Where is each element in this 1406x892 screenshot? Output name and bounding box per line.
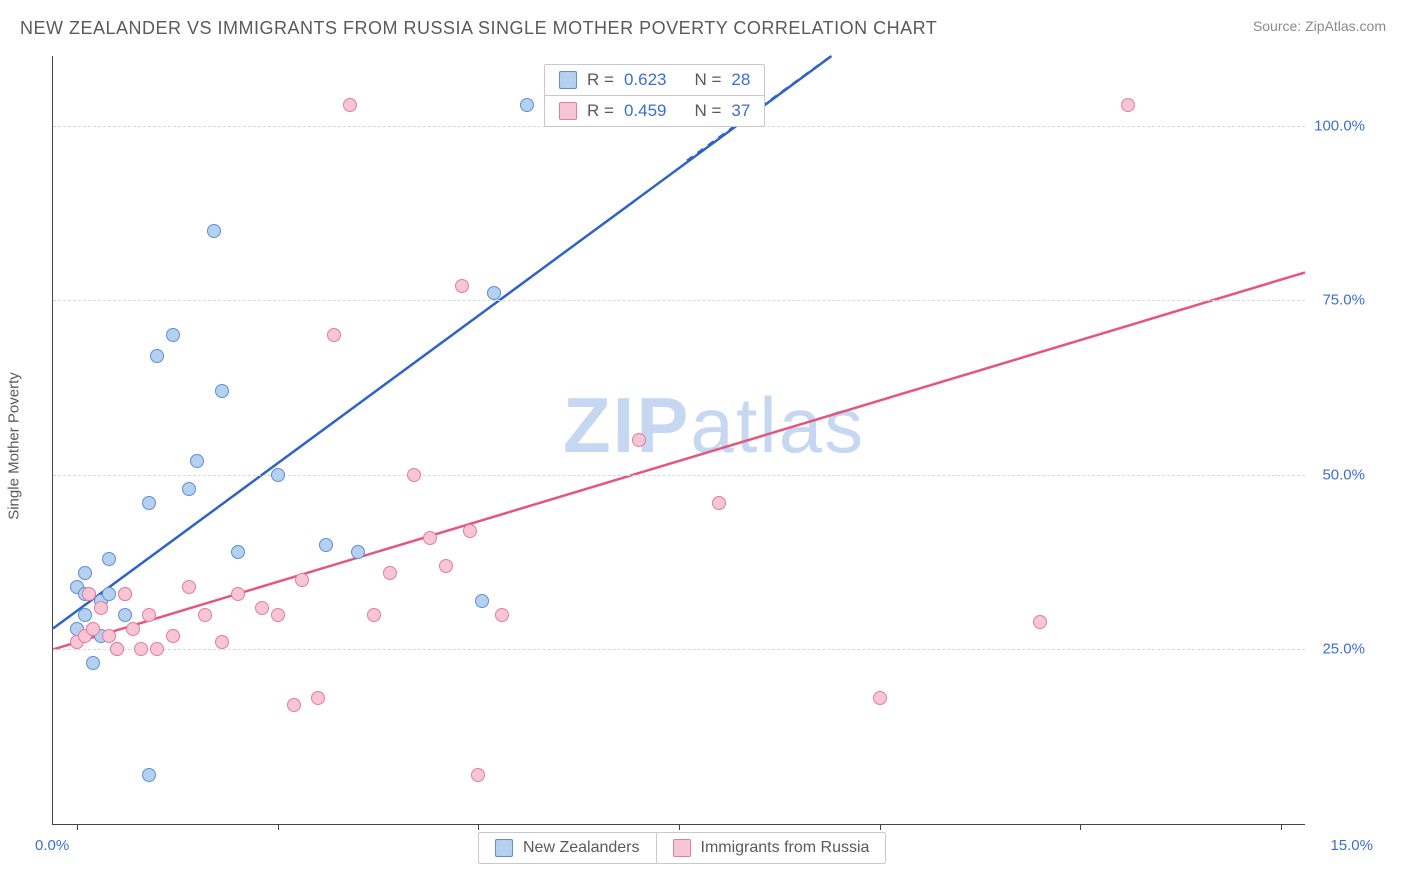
- gridline: [53, 475, 1305, 476]
- data-point-ru: [94, 601, 108, 615]
- data-point-ru: [311, 691, 325, 705]
- data-point-ru: [255, 601, 269, 615]
- chart-plot-area: ZIPatlas 25.0%50.0%75.0%100.0%0.0%15.0%: [52, 56, 1305, 825]
- regression-lines-layer: [53, 56, 1305, 824]
- data-point-ru: [423, 531, 437, 545]
- stats-row-ru: R = 0.459 N = 37: [545, 95, 764, 126]
- legend-swatch: [673, 839, 691, 857]
- x-tick-label: 0.0%: [35, 837, 69, 854]
- legend-swatch: [559, 102, 577, 120]
- y-tick-label: 25.0%: [1322, 641, 1365, 658]
- data-point-ru: [295, 573, 309, 587]
- data-point-ru: [126, 622, 140, 636]
- x-tick: [679, 824, 680, 830]
- stats-r-label: R =: [587, 101, 614, 121]
- data-point-ru: [118, 587, 132, 601]
- data-point-ru: [150, 642, 164, 656]
- x-tick: [1080, 824, 1081, 830]
- data-point-ru: [86, 622, 100, 636]
- data-point-ru: [712, 496, 726, 510]
- legend-item-ru: Immigrants from Russia: [656, 833, 886, 863]
- stats-n-label: N =: [694, 70, 721, 90]
- data-point-ru: [182, 580, 196, 594]
- y-tick-label: 100.0%: [1314, 117, 1365, 134]
- data-point-nz: [351, 545, 365, 559]
- x-tick-label: 15.0%: [1330, 837, 1373, 854]
- data-point-nz: [207, 224, 221, 238]
- data-point-ru: [142, 608, 156, 622]
- data-point-nz: [150, 349, 164, 363]
- data-point-nz: [520, 98, 534, 112]
- stats-legend: R = 0.623 N = 28 R = 0.459 N = 37: [544, 64, 765, 127]
- data-point-nz: [102, 587, 116, 601]
- data-point-ru: [166, 629, 180, 643]
- data-point-ru: [102, 629, 116, 643]
- data-point-nz: [487, 286, 501, 300]
- data-point-nz: [271, 468, 285, 482]
- x-tick: [77, 824, 78, 830]
- data-point-nz: [78, 566, 92, 580]
- gridline: [53, 649, 1305, 650]
- data-point-ru: [327, 328, 341, 342]
- stats-r-label: R =: [587, 70, 614, 90]
- data-point-ru: [271, 608, 285, 622]
- data-point-ru: [134, 642, 148, 656]
- data-point-ru: [439, 559, 453, 573]
- y-tick-label: 75.0%: [1322, 292, 1365, 309]
- data-point-ru: [231, 587, 245, 601]
- series-legend: New Zealanders Immigrants from Russia: [478, 832, 886, 864]
- source-label: Source: ZipAtlas.com: [1253, 18, 1386, 34]
- data-point-ru: [198, 608, 212, 622]
- data-point-nz: [102, 552, 116, 566]
- data-point-ru: [215, 635, 229, 649]
- regression-line-nz: [53, 56, 831, 629]
- data-point-ru: [632, 433, 646, 447]
- data-point-ru: [407, 468, 421, 482]
- x-tick: [278, 824, 279, 830]
- chart-title: NEW ZEALANDER VS IMMIGRANTS FROM RUSSIA …: [20, 18, 937, 39]
- data-point-nz: [142, 496, 156, 510]
- data-point-nz: [142, 768, 156, 782]
- data-point-ru: [1121, 98, 1135, 112]
- data-point-ru: [463, 524, 477, 538]
- x-tick: [478, 824, 479, 830]
- data-point-ru: [383, 566, 397, 580]
- stats-row-nz: R = 0.623 N = 28: [545, 65, 764, 95]
- stats-r-value: 0.623: [624, 70, 667, 90]
- data-point-ru: [455, 279, 469, 293]
- data-point-ru: [343, 98, 357, 112]
- stats-n-value: 28: [731, 70, 750, 90]
- y-axis-label: Single Mother Poverty: [6, 372, 23, 520]
- legend-item-nz: New Zealanders: [479, 833, 656, 863]
- data-point-nz: [190, 454, 204, 468]
- y-tick-label: 50.0%: [1322, 466, 1365, 483]
- data-point-ru: [287, 698, 301, 712]
- stats-n-value: 37: [731, 101, 750, 121]
- x-tick: [1281, 824, 1282, 830]
- data-point-nz: [215, 384, 229, 398]
- gridline: [53, 300, 1305, 301]
- data-point-nz: [182, 482, 196, 496]
- data-point-nz: [166, 328, 180, 342]
- data-point-nz: [78, 608, 92, 622]
- data-point-nz: [475, 594, 489, 608]
- data-point-nz: [319, 538, 333, 552]
- stats-r-value: 0.459: [624, 101, 667, 121]
- legend-swatch: [495, 839, 513, 857]
- data-point-nz: [86, 656, 100, 670]
- data-point-ru: [873, 691, 887, 705]
- data-point-ru: [110, 642, 124, 656]
- data-point-ru: [367, 608, 381, 622]
- x-tick: [880, 824, 881, 830]
- data-point-nz: [231, 545, 245, 559]
- data-point-ru: [82, 587, 96, 601]
- data-point-nz: [118, 608, 132, 622]
- data-point-ru: [471, 768, 485, 782]
- legend-label: New Zealanders: [523, 839, 640, 857]
- legend-label: Immigrants from Russia: [701, 839, 870, 857]
- legend-swatch: [559, 71, 577, 89]
- data-point-ru: [495, 608, 509, 622]
- stats-n-label: N =: [694, 101, 721, 121]
- data-point-ru: [1033, 615, 1047, 629]
